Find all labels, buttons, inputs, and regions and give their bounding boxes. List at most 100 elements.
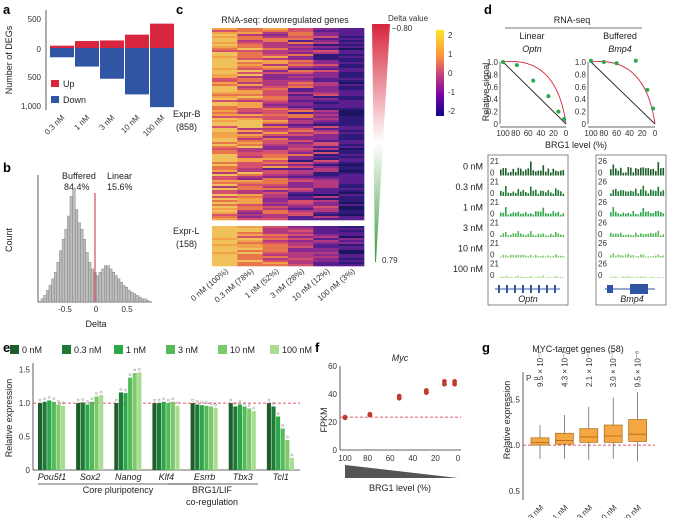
panel-a-ytick: 500 [28, 15, 42, 24]
track-peak [520, 276, 522, 278]
heatmap-cell [212, 82, 238, 85]
heatmap-cell [262, 38, 289, 41]
track-peak [530, 161, 532, 176]
heatmap-cell [237, 260, 263, 263]
track-peak [640, 233, 642, 237]
panel-a-ytick: 500 [28, 73, 42, 82]
panel-f-ytick: 20 [328, 418, 337, 427]
heatmap-cell [212, 176, 238, 179]
panel-f-title: Myc [392, 353, 409, 363]
heatmap-cell [212, 214, 238, 217]
heatmap-cell [262, 248, 289, 251]
panel-d-xtick: 60 [524, 129, 533, 138]
heatmap-cell [262, 124, 289, 127]
heatmap-cell [212, 164, 238, 167]
heatmap-cell [338, 76, 365, 79]
heatmap-cell [212, 216, 238, 219]
heatmap-cell [313, 256, 339, 259]
heatmap-cell [212, 226, 238, 229]
panel-f-ytick: 40 [328, 390, 337, 399]
panel-a-chart: Number of DEGs 500 0 500 1,000 Up Down 0… [4, 10, 174, 138]
heatmap-cell [313, 182, 339, 185]
heatmap-cell [338, 124, 365, 127]
heatmap-cell [262, 46, 289, 49]
track-peak [657, 186, 660, 196]
panel-g-ytick: 0.5 [509, 487, 521, 496]
heatmap-cell [338, 238, 365, 241]
heatmap-cell [288, 54, 314, 57]
heatmap-cell [338, 122, 365, 125]
heatmap-cell [338, 58, 365, 61]
heatmap-cell [338, 258, 365, 261]
expression-bar [199, 405, 204, 470]
heatmap-cell [237, 64, 263, 67]
heatmap-cell [288, 226, 314, 229]
heatmap-cell [262, 30, 289, 33]
heatmap-cell [338, 140, 365, 143]
expression-bar [118, 392, 123, 470]
heatmap-cell [288, 166, 314, 169]
heatmap-cell [262, 106, 289, 109]
scatter-point [645, 87, 650, 92]
track-peak [515, 233, 517, 237]
heatmap-cell [338, 240, 365, 243]
track-peak [515, 172, 517, 176]
heatmap-cell [262, 250, 289, 253]
heatmap-cell [338, 182, 365, 185]
track-peak [512, 212, 515, 217]
panel-f-xtick: 0 [456, 454, 461, 463]
replicate-dot [133, 368, 137, 372]
heatmap-cell [262, 192, 289, 195]
track-peak [537, 170, 540, 176]
heatmap-cell [288, 206, 314, 209]
heatmap-cell [212, 50, 238, 53]
heatmap-cell [288, 154, 314, 157]
heatmap-cell [237, 208, 263, 211]
heatmap-cell [338, 216, 365, 219]
panel-a-xtick: 0.3 nM [43, 113, 67, 137]
track-label: 10 nM [458, 244, 483, 254]
linear-label: Linear [107, 171, 132, 181]
track-max: 26 [598, 260, 607, 269]
track-peak [542, 190, 545, 196]
heatmap-cell [237, 148, 263, 151]
heatmap-cell [313, 248, 339, 251]
gene-model-label-optn: Optn [518, 294, 538, 304]
heatmap-cell [237, 242, 263, 245]
heatmap-cell [212, 46, 238, 49]
track-peak [500, 212, 502, 217]
track-peak [627, 253, 630, 258]
heatmap-cell [212, 236, 238, 239]
heatmap-cell [262, 186, 289, 189]
heatmap-cell [237, 70, 263, 73]
track-peak [660, 212, 662, 217]
track-peak [630, 255, 632, 258]
heatmap-cell [338, 134, 365, 137]
track-peak [550, 233, 552, 237]
heatmap-cell [313, 52, 339, 55]
heatmap-cell [313, 66, 339, 69]
heatmap-cell [212, 184, 238, 187]
heatmap-cell [212, 30, 238, 33]
track-peak [502, 276, 505, 278]
heatmap-cell [262, 254, 289, 257]
heatmap-cell [212, 198, 238, 201]
heatmap-cell [288, 76, 314, 79]
track-peak [542, 207, 545, 217]
p-value: 4.3 × 10⁻¹ [560, 351, 569, 387]
heatmap-cell [338, 208, 365, 211]
bar-down [150, 48, 174, 108]
heatmap-cell [313, 142, 339, 145]
heatmap-cell [212, 196, 238, 199]
heatmap-cell [338, 78, 365, 81]
panel-b-xlabel: Delta [85, 319, 106, 329]
track-peak [562, 170, 565, 176]
panel-g-xtick: 3 nM [575, 503, 594, 518]
heatmap-cell [212, 70, 238, 73]
track-peak [525, 192, 527, 196]
heatmap-cell [212, 72, 238, 75]
replicate-dot [195, 400, 199, 403]
heatmap-cell [288, 86, 314, 89]
heatmap-cell [212, 112, 238, 115]
heatmap-cell [288, 78, 314, 81]
